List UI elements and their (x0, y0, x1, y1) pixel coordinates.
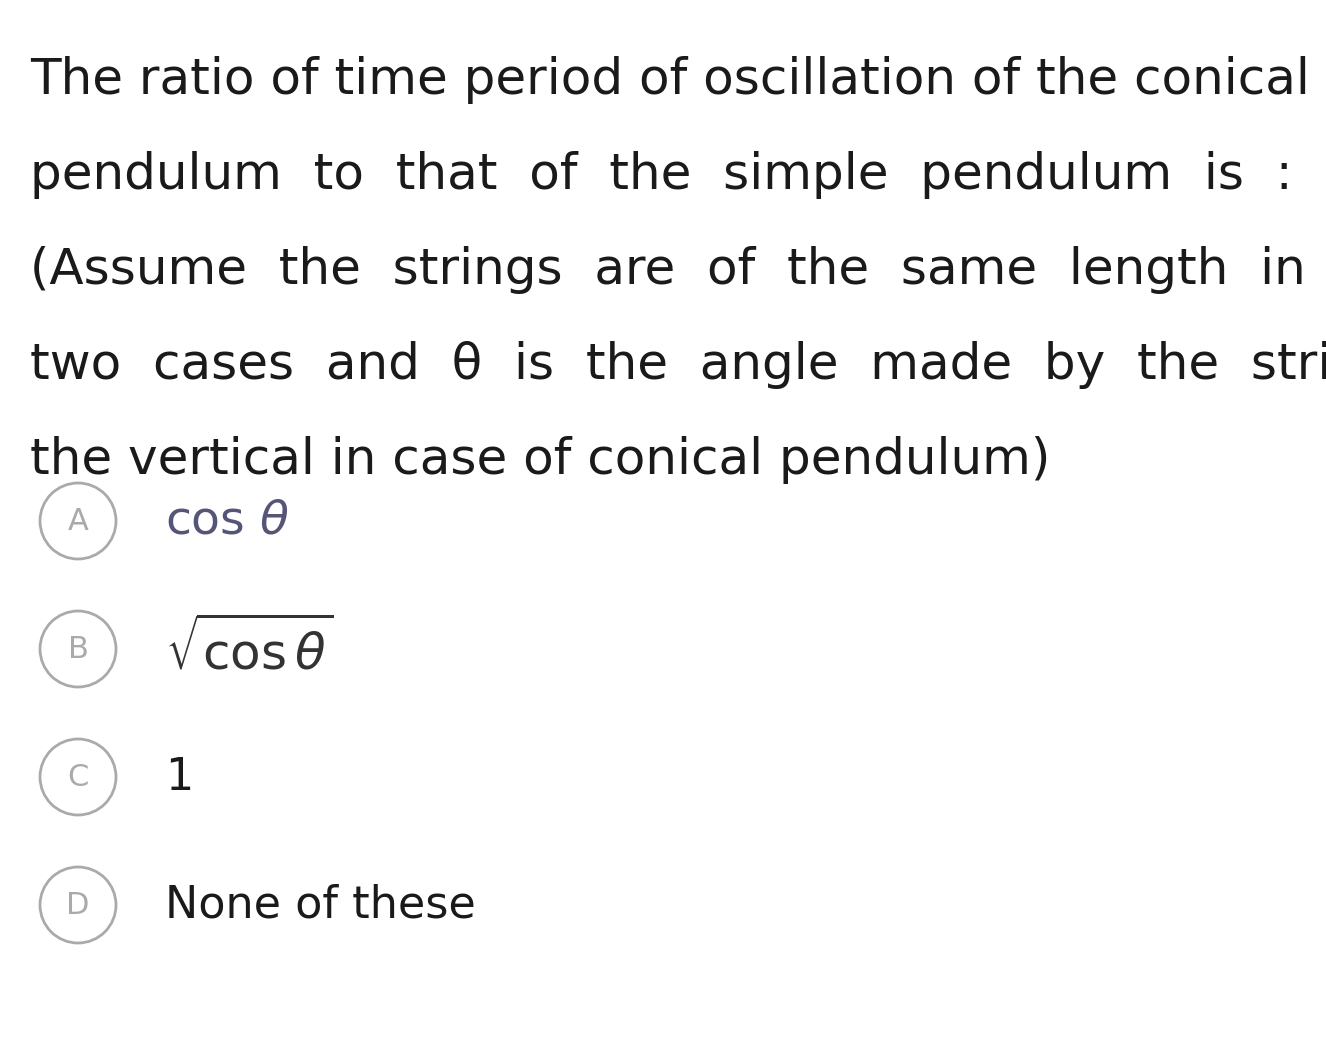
Text: D: D (66, 890, 90, 919)
Text: pendulum  to  that  of  the  simple  pendulum  is  :: pendulum to that of the simple pendulum … (30, 151, 1293, 199)
Text: The ratio of time period of oscillation of the conical: The ratio of time period of oscillation … (30, 56, 1310, 104)
Text: C: C (68, 762, 89, 791)
Text: None of these: None of these (164, 884, 476, 926)
Text: B: B (68, 635, 89, 663)
Text: 1: 1 (164, 756, 194, 798)
Text: (Assume  the  strings  are  of  the  same  length  in  the: (Assume the strings are of the same leng… (30, 246, 1326, 294)
Text: $\sqrt{\mathsf{cos}\,\theta}$: $\sqrt{\mathsf{cos}\,\theta}$ (164, 618, 333, 680)
Text: A: A (68, 507, 89, 535)
Text: the vertical in case of conical pendulum): the vertical in case of conical pendulum… (30, 436, 1050, 484)
Text: two  cases  and  θ  is  the  angle  made  by  the  string  with: two cases and θ is the angle made by the… (30, 341, 1326, 389)
Text: $\mathsf{cos}\ \theta$: $\mathsf{cos}\ \theta$ (164, 499, 290, 543)
